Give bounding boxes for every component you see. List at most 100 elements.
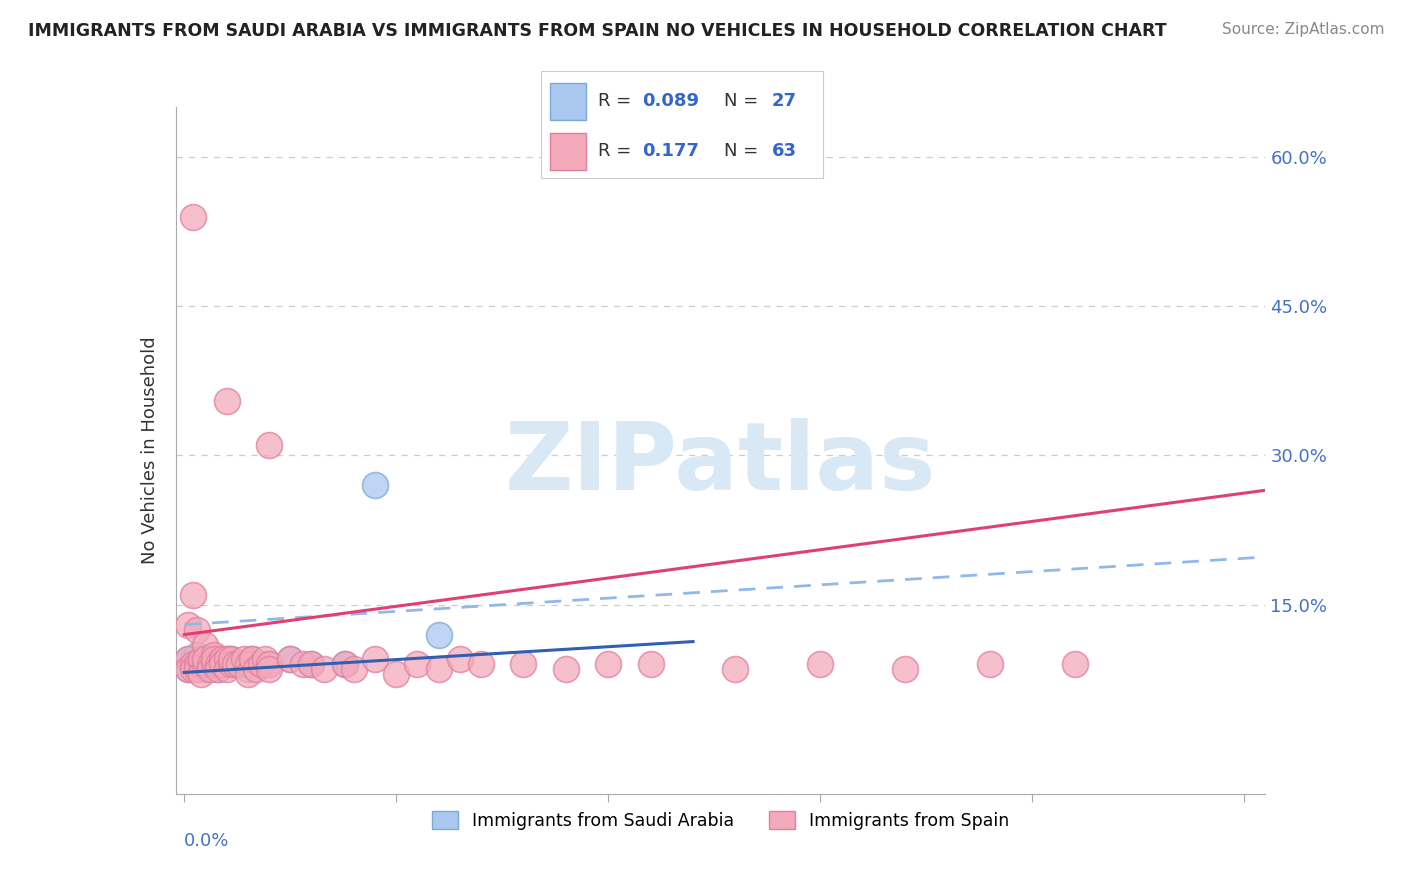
Point bbox=[181, 657, 204, 672]
Text: Source: ZipAtlas.com: Source: ZipAtlas.com bbox=[1222, 22, 1385, 37]
Text: 0.177: 0.177 bbox=[643, 142, 699, 160]
Point bbox=[335, 657, 357, 672]
Point bbox=[449, 652, 471, 666]
Point bbox=[190, 657, 212, 672]
Point bbox=[257, 657, 280, 672]
Point bbox=[211, 652, 233, 666]
FancyBboxPatch shape bbox=[550, 83, 586, 120]
Point bbox=[202, 648, 225, 662]
Point bbox=[198, 657, 221, 672]
Point bbox=[224, 657, 246, 672]
Text: 27: 27 bbox=[772, 92, 797, 110]
Point bbox=[257, 663, 280, 677]
Point bbox=[219, 652, 242, 666]
Point bbox=[278, 652, 301, 666]
Point bbox=[190, 652, 212, 666]
Point bbox=[236, 663, 259, 677]
Point bbox=[554, 663, 576, 677]
Text: IMMIGRANTS FROM SAUDI ARABIA VS IMMIGRANTS FROM SPAIN NO VEHICLES IN HOUSEHOLD C: IMMIGRANTS FROM SAUDI ARABIA VS IMMIGRAN… bbox=[28, 22, 1167, 40]
Point bbox=[364, 478, 387, 492]
Point bbox=[202, 652, 225, 666]
FancyBboxPatch shape bbox=[550, 134, 586, 169]
Point bbox=[194, 657, 217, 672]
Point bbox=[194, 652, 217, 666]
Point bbox=[215, 393, 238, 408]
Point bbox=[427, 627, 450, 641]
Y-axis label: No Vehicles in Household: No Vehicles in Household bbox=[141, 336, 159, 565]
Point bbox=[427, 663, 450, 677]
Point bbox=[236, 657, 259, 672]
Text: 0.089: 0.089 bbox=[643, 92, 700, 110]
Point bbox=[640, 657, 662, 672]
Point bbox=[177, 652, 200, 666]
Point bbox=[219, 652, 242, 666]
Text: R =: R = bbox=[598, 142, 643, 160]
Point bbox=[181, 652, 204, 666]
Point bbox=[470, 657, 492, 672]
Point bbox=[335, 657, 357, 672]
Point bbox=[186, 657, 208, 672]
Point bbox=[190, 652, 212, 666]
Point bbox=[186, 648, 208, 662]
Point bbox=[979, 657, 1001, 672]
Point bbox=[249, 657, 271, 672]
Point bbox=[202, 657, 225, 672]
Point bbox=[236, 667, 259, 681]
Point bbox=[598, 657, 620, 672]
Point bbox=[186, 623, 208, 637]
Text: N =: N = bbox=[724, 142, 763, 160]
Legend: Immigrants from Saudi Arabia, Immigrants from Spain: Immigrants from Saudi Arabia, Immigrants… bbox=[425, 804, 1017, 837]
Point bbox=[228, 657, 250, 672]
Point bbox=[190, 667, 212, 681]
Text: 0.0%: 0.0% bbox=[184, 831, 229, 850]
Point bbox=[207, 663, 229, 677]
Point bbox=[343, 663, 366, 677]
Point bbox=[385, 667, 408, 681]
Point bbox=[299, 657, 322, 672]
Point bbox=[181, 210, 204, 224]
Point bbox=[278, 652, 301, 666]
Point bbox=[198, 663, 221, 677]
Point bbox=[181, 588, 204, 602]
Point bbox=[808, 657, 831, 672]
Point bbox=[177, 663, 200, 677]
Point bbox=[194, 638, 217, 652]
Point bbox=[186, 663, 208, 677]
Point bbox=[894, 663, 917, 677]
Point bbox=[314, 663, 336, 677]
Point bbox=[186, 663, 208, 677]
Point bbox=[211, 657, 233, 672]
Point bbox=[207, 652, 229, 666]
Point bbox=[194, 663, 217, 677]
Point bbox=[291, 657, 314, 672]
Point bbox=[299, 657, 322, 672]
Point bbox=[215, 663, 238, 677]
Point bbox=[177, 617, 200, 632]
Text: N =: N = bbox=[724, 92, 763, 110]
Point bbox=[257, 657, 280, 672]
Point bbox=[177, 652, 200, 666]
Point bbox=[219, 657, 242, 672]
Point bbox=[240, 652, 263, 666]
Point bbox=[207, 657, 229, 672]
Point bbox=[224, 657, 246, 672]
Point bbox=[177, 663, 200, 677]
Point bbox=[364, 652, 387, 666]
Point bbox=[181, 657, 204, 672]
Point bbox=[215, 652, 238, 666]
Point bbox=[512, 657, 534, 672]
Text: ZIPatlas: ZIPatlas bbox=[505, 418, 936, 510]
Point bbox=[724, 663, 747, 677]
Point bbox=[232, 652, 254, 666]
Point bbox=[194, 657, 217, 672]
Point bbox=[198, 652, 221, 666]
Point bbox=[240, 652, 263, 666]
Point bbox=[1063, 657, 1085, 672]
Point bbox=[211, 657, 233, 672]
Point bbox=[215, 652, 238, 666]
Point bbox=[245, 663, 267, 677]
Point bbox=[202, 657, 225, 672]
Point bbox=[406, 657, 429, 672]
Text: R =: R = bbox=[598, 92, 637, 110]
Point bbox=[181, 663, 204, 677]
